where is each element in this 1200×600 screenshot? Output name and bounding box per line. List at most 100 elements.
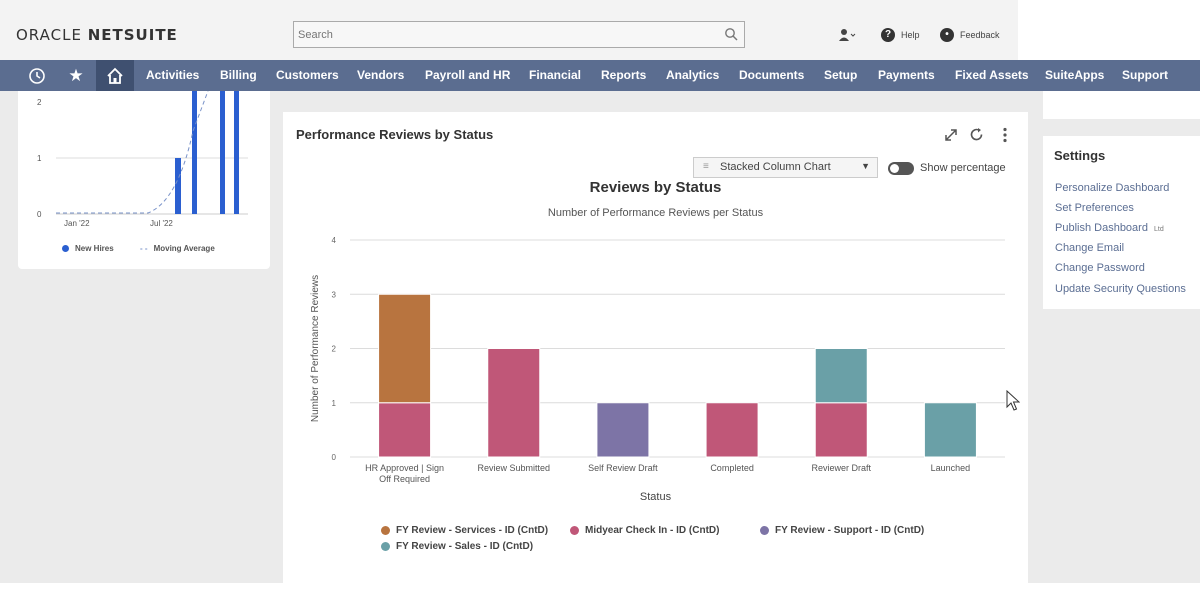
publish-badge: Ltd [1154, 226, 1164, 233]
nav-item-vendors[interactable]: Vendors [357, 68, 405, 82]
legend-marker [570, 526, 579, 535]
x-tick-label: HR Approved | Sign Off Required [365, 463, 444, 484]
legend-label: Moving Average [153, 244, 215, 253]
legend-item[interactable]: FY Review - Support - ID (CntD) [760, 525, 924, 536]
search-icon[interactable] [724, 27, 738, 41]
mouse-cursor-icon [1006, 390, 1020, 411]
search-input[interactable] [294, 22, 698, 47]
chevron-down-icon: ▼ [861, 161, 870, 171]
personalize-dashboard-link[interactable]: Personalize Dashboard [1055, 182, 1170, 194]
legend-label: Midyear Check In - ID (CntD) [585, 525, 720, 536]
nav-item-payroll-and-hr[interactable]: Payroll and HR [425, 68, 511, 82]
bar-segment[interactable] [378, 402, 432, 458]
chart-title: Reviews by Status [589, 179, 722, 196]
legend-new-hires[interactable]: New Hires [62, 244, 114, 253]
moving-average-line [56, 91, 209, 214]
legend-marker [62, 245, 69, 252]
x-tick-label: Review Submitted [477, 463, 550, 473]
bar-segment[interactable] [487, 348, 541, 458]
new-hires-bar [220, 91, 225, 214]
new-hires-chart [56, 91, 248, 215]
legend-item[interactable]: Midyear Check In - ID (CntD) [570, 525, 719, 536]
settings-title: Settings [1054, 148, 1106, 163]
reviews-by-status-chart: 0 1 2 3 4 Number of Performance Reviews HR App… [310, 236, 1005, 484]
x-tick-label: Self Review Draft [588, 463, 658, 473]
chart-type-value: Stacked Column Chart [720, 161, 831, 173]
legend-item[interactable]: FY Review - Services - ID (CntD) [381, 525, 548, 536]
x-tick-label: Jul '22 [150, 219, 173, 228]
update-security-questions-link[interactable]: Update Security Questions [1055, 283, 1186, 295]
chart-type-select[interactable]: ≡ Stacked Column Chart ▼ [693, 157, 878, 178]
recent-records-icon[interactable] [18, 60, 56, 91]
bar-segment[interactable] [923, 402, 977, 458]
x-tick-label: Launched [931, 463, 971, 473]
bar-segment[interactable] [705, 402, 759, 458]
bar-segment[interactable] [596, 402, 650, 458]
new-hires-bar [192, 91, 197, 214]
new-hires-bar [234, 91, 239, 214]
nav-item-documents[interactable]: Documents [739, 68, 805, 82]
help-label: Help [901, 30, 920, 40]
nav-item-billing[interactable]: Billing [220, 68, 257, 82]
legend-item[interactable]: FY Review - Sales - ID (CntD) [381, 541, 533, 552]
new-hires-portlet [18, 91, 270, 269]
nav-item-activities[interactable]: Activities [146, 68, 200, 82]
logo-oracle: ORACLE [16, 26, 82, 44]
show-percentage-label: Show percentage [920, 162, 1006, 174]
nav-item-setup[interactable]: Setup [824, 68, 858, 82]
x-tick-label: Reviewer Draft [811, 463, 871, 473]
nav-item-customers[interactable]: Customers [276, 68, 339, 82]
y-tick-label: 2 [37, 98, 42, 107]
chart-type-icon: ≡ [703, 161, 709, 172]
y-tick-label: 4 [332, 236, 337, 245]
x-tick-label: Jan '22 [64, 219, 90, 228]
change-email-link[interactable]: Change Email [1055, 242, 1125, 254]
publish-dashboard-link[interactable]: Publish Dashboard Ltd [1055, 222, 1164, 234]
feedback-icon: • [940, 28, 954, 42]
legend-marker [760, 526, 769, 535]
nav-item-payments[interactable]: Payments [878, 68, 935, 82]
legend-moving-average[interactable]: - - Moving Average [140, 244, 215, 253]
legend-label: FY Review - Support - ID (CntD) [775, 525, 925, 536]
nav-item-financial[interactable]: Financial [529, 68, 582, 82]
legend-label: New Hires [75, 244, 114, 253]
feedback-link[interactable]: • Feedback [940, 28, 1000, 42]
publish-dashboard-label: Publish Dashboard [1055, 222, 1148, 234]
expand-icon[interactable] [944, 128, 958, 142]
logo-netsuite: NETSUITE [87, 26, 178, 44]
bar-segment[interactable] [814, 348, 868, 404]
bar-segment[interactable] [814, 402, 868, 458]
y-tick-label: 2 [332, 345, 337, 354]
refresh-icon[interactable] [969, 127, 984, 142]
settings-portlet [1043, 136, 1200, 309]
y-tick-label: 0 [332, 453, 337, 462]
search-box[interactable] [293, 21, 745, 48]
nav-item-suiteapps[interactable]: SuiteApps [1045, 68, 1105, 82]
bar-segment[interactable] [378, 293, 432, 404]
user-role-icon [839, 29, 856, 41]
netsuite-logo[interactable]: ORACLE NETSUITE [16, 26, 178, 44]
x-tick-label: Completed [710, 463, 754, 473]
y-tick-label: 1 [332, 399, 337, 408]
more-options-icon[interactable] [1001, 127, 1009, 143]
change-password-link[interactable]: Change Password [1055, 262, 1145, 274]
legend-label: FY Review - Services - ID (CntD) [396, 525, 549, 536]
nav-item-support[interactable]: Support [1122, 68, 1168, 82]
help-link[interactable]: ? Help [881, 28, 920, 42]
nav-item-analytics[interactable]: Analytics [666, 68, 720, 82]
feedback-label: Feedback [960, 30, 1000, 40]
nav-item-reports[interactable]: Reports [601, 68, 647, 82]
home-icon[interactable] [96, 60, 134, 91]
portlet-title: Performance Reviews by Status [296, 127, 494, 142]
right-portlet-top [1043, 91, 1200, 119]
role-switcher[interactable] [838, 28, 856, 42]
nav-item-fixed-assets[interactable]: Fixed Assets [955, 68, 1029, 82]
main-nav-bar [0, 60, 1200, 91]
legend-label: FY Review - Sales - ID (CntD) [396, 541, 534, 552]
y-tick-label: 1 [37, 154, 42, 163]
set-preferences-link[interactable]: Set Preferences [1055, 202, 1134, 214]
chart-subtitle: Number of Performance Reviews per Status [547, 207, 764, 219]
toggle-knob [890, 164, 899, 173]
favorites-star-icon[interactable]: ★ [68, 65, 84, 85]
legend-marker [381, 526, 390, 535]
